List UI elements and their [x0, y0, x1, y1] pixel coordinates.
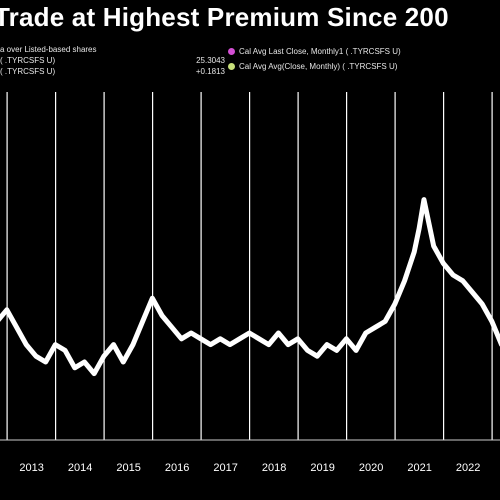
legend-dot-icon — [228, 48, 235, 55]
x-tick-label: 2017 — [213, 462, 237, 474]
data-point — [92, 372, 96, 376]
chart-title: Trade at Highest Premium Since 200 — [0, 2, 449, 32]
data-point — [189, 331, 193, 335]
data-point — [480, 302, 484, 306]
data-point — [5, 308, 9, 312]
data-point — [131, 343, 135, 347]
legend-left-value: +0.1813 — [195, 67, 225, 76]
legend-left: a over Listed-based shares ( .TYRCSFS U)… — [0, 44, 225, 77]
data-point — [335, 348, 339, 352]
data-point — [403, 279, 407, 283]
data-point — [412, 250, 416, 254]
data-point — [267, 343, 271, 347]
data-point — [121, 360, 125, 364]
legend-left-row: ( .TYRCSFS U) +0.1813 — [0, 66, 225, 77]
data-point — [276, 331, 280, 335]
data-point — [373, 325, 377, 329]
data-point — [218, 337, 222, 341]
x-tick-label: 2020 — [359, 462, 383, 474]
data-point — [451, 273, 455, 277]
data-point — [82, 360, 86, 364]
x-tick-label: 2021 — [407, 462, 431, 474]
data-point — [199, 337, 203, 341]
legend-left-label: a over Listed-based shares — [0, 45, 97, 54]
data-point — [179, 337, 183, 341]
data-point — [325, 343, 329, 347]
x-tick-label: 2014 — [68, 462, 92, 474]
data-point — [15, 325, 19, 329]
data-point — [247, 331, 251, 335]
legend-left-label: ( .TYRCSFS U) — [0, 56, 56, 65]
x-tick-label: 2019 — [310, 462, 334, 474]
data-point — [461, 279, 465, 283]
data-point — [24, 343, 28, 347]
x-tick-label: 2018 — [262, 462, 286, 474]
data-point — [170, 325, 174, 329]
legend-left-value: 25.3043 — [196, 56, 225, 65]
data-point — [160, 314, 164, 318]
data-point — [383, 319, 387, 323]
data-point — [432, 244, 436, 248]
data-point — [441, 261, 445, 265]
data-point — [102, 354, 106, 358]
data-point — [53, 343, 57, 347]
data-point — [238, 337, 242, 341]
data-point — [63, 348, 67, 352]
x-tick-label: 2015 — [116, 462, 140, 474]
legend-entry-last-close: Cal Avg Last Close, Monthly1 ( .TYRCSFS … — [228, 44, 498, 59]
data-point — [228, 343, 232, 347]
x-tick-label: 2013 — [19, 462, 43, 474]
data-point — [44, 360, 48, 364]
data-point — [209, 343, 213, 347]
data-point — [470, 290, 474, 294]
legend-left-row: ( .TYRCSFS U) 25.3043 — [0, 55, 225, 66]
data-point — [393, 302, 397, 306]
data-point — [344, 337, 348, 341]
legend-right-label: Cal Avg Last Close, Monthly1 ( .TYRCSFS … — [239, 47, 401, 56]
series-main-line — [0, 197, 500, 377]
legend-entry-avg-close: Cal Avg Avg(Close, Monthly) ( .TYRCSFS U… — [228, 59, 498, 74]
data-point — [112, 343, 116, 347]
x-tick-label: 2016 — [165, 462, 189, 474]
legend-right: Cal Avg Last Close, Monthly1 ( .TYRCSFS … — [228, 44, 498, 74]
x-tick-label: 2022 — [456, 462, 480, 474]
data-point — [257, 337, 261, 341]
data-point — [364, 331, 368, 335]
legend-dot-icon — [228, 63, 235, 70]
data-point — [315, 354, 319, 358]
legend-left-row: a over Listed-based shares — [0, 44, 225, 55]
data-point — [306, 348, 310, 352]
data-point — [141, 319, 145, 323]
data-point — [296, 337, 300, 341]
data-point — [354, 348, 358, 352]
data-point — [34, 354, 38, 358]
legend-left-label: ( .TYRCSFS U) — [0, 67, 56, 76]
legend-right-label: Cal Avg Avg(Close, Monthly) ( .TYRCSFS U… — [239, 62, 398, 71]
data-point — [422, 198, 426, 202]
data-point — [150, 296, 154, 300]
data-point — [73, 366, 77, 370]
data-point — [417, 227, 421, 231]
data-point — [490, 319, 494, 323]
data-point — [286, 343, 290, 347]
